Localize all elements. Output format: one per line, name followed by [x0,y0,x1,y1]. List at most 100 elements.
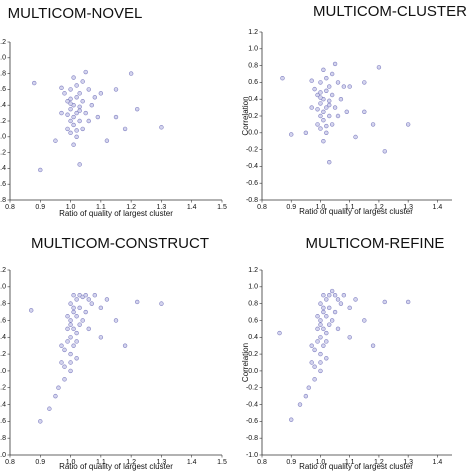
point [324,75,329,81]
point [83,110,88,116]
point [280,75,285,81]
x-tick-label: 1.2 [126,459,136,466]
point [312,364,317,369]
x-tick-label: 1.0 [66,459,76,466]
point [321,117,326,123]
point [71,75,76,80]
point [318,113,323,119]
point [98,91,104,96]
point [376,65,382,70]
y-tick-label: 0.6 [248,79,258,86]
point [318,90,323,95]
point [321,293,326,298]
y-tick-label: 0.2 [248,351,258,358]
point [68,96,73,102]
y-tick-label: 0.2 [0,118,6,125]
x-tick-label: 0.9 [286,204,296,211]
point [74,128,79,133]
point [315,339,320,344]
point [309,360,314,365]
y-tick-label: 0.8 [248,62,258,69]
y-tick-label: 1.2 [0,39,6,46]
x-axis-label: Ratio of quality of largest cluster [59,462,173,471]
point [289,417,294,422]
y-tick-label: -0.2 [246,385,258,392]
point [318,301,323,306]
point [71,114,76,120]
point [341,293,347,298]
point [277,330,282,336]
point [321,139,326,144]
x-tick-label: 1.5 [217,204,227,211]
point [335,113,341,119]
point [77,108,82,113]
y-tick-label: 0.8 [0,300,6,307]
point [74,297,79,302]
point [327,113,332,119]
x-tick-label: 1.5 [217,459,227,466]
x-tick-label: 1.4 [187,459,197,466]
point [71,305,76,311]
point [327,305,332,311]
point [370,122,376,127]
point [86,118,91,124]
point [335,80,341,85]
point [327,102,332,108]
point [59,360,64,365]
y-tick-label: 1.0 [248,284,258,291]
x-axis-label: Ratio of quality of largest cluster [59,209,173,218]
x-tick-label: 1.3 [157,459,167,466]
point [83,293,88,298]
point [312,377,317,382]
point [306,385,311,390]
point [327,322,332,327]
y-tick-label: 0.0 [248,368,258,375]
point [68,130,73,136]
point [135,106,140,112]
point [86,297,91,302]
point [332,61,338,67]
point [318,101,323,106]
point [89,301,94,306]
x-tick-label: 1.1 [345,459,355,466]
point [362,80,367,85]
point [68,360,73,365]
point [321,326,326,332]
point [318,368,323,374]
y-tick-label: -1.0 [0,452,6,459]
point [318,126,323,131]
point [80,99,85,104]
point [62,347,67,353]
point [321,305,326,311]
y-tick-label: -0.2 [246,146,258,153]
y-tick-label: -0.6 [246,418,258,425]
point [303,130,309,136]
point [335,297,341,302]
point [68,318,73,323]
y-tick-label: -0.6 [0,181,6,188]
point [122,343,128,348]
point [71,326,76,332]
point [303,393,309,399]
point [382,299,387,305]
point [338,301,344,306]
point [382,149,387,154]
point [309,343,314,348]
x-axis-label: Ratio of quality of largest cluster [299,462,413,471]
point [92,293,98,298]
y-axis-label: Correlation [241,343,250,382]
x-tick-label: 1.0 [316,459,326,466]
y-tick-label: -0.2 [0,385,6,392]
y-tick-label: 0.0 [248,130,258,137]
x-tick-label: 1.4 [187,204,197,211]
point [324,297,329,302]
y-tick-label: 0.2 [0,351,6,358]
point [62,364,67,369]
point [89,102,94,108]
point [321,309,326,315]
x-tick-label: 0.9 [35,204,45,211]
point [318,335,323,340]
point [329,318,335,323]
point [71,309,76,315]
